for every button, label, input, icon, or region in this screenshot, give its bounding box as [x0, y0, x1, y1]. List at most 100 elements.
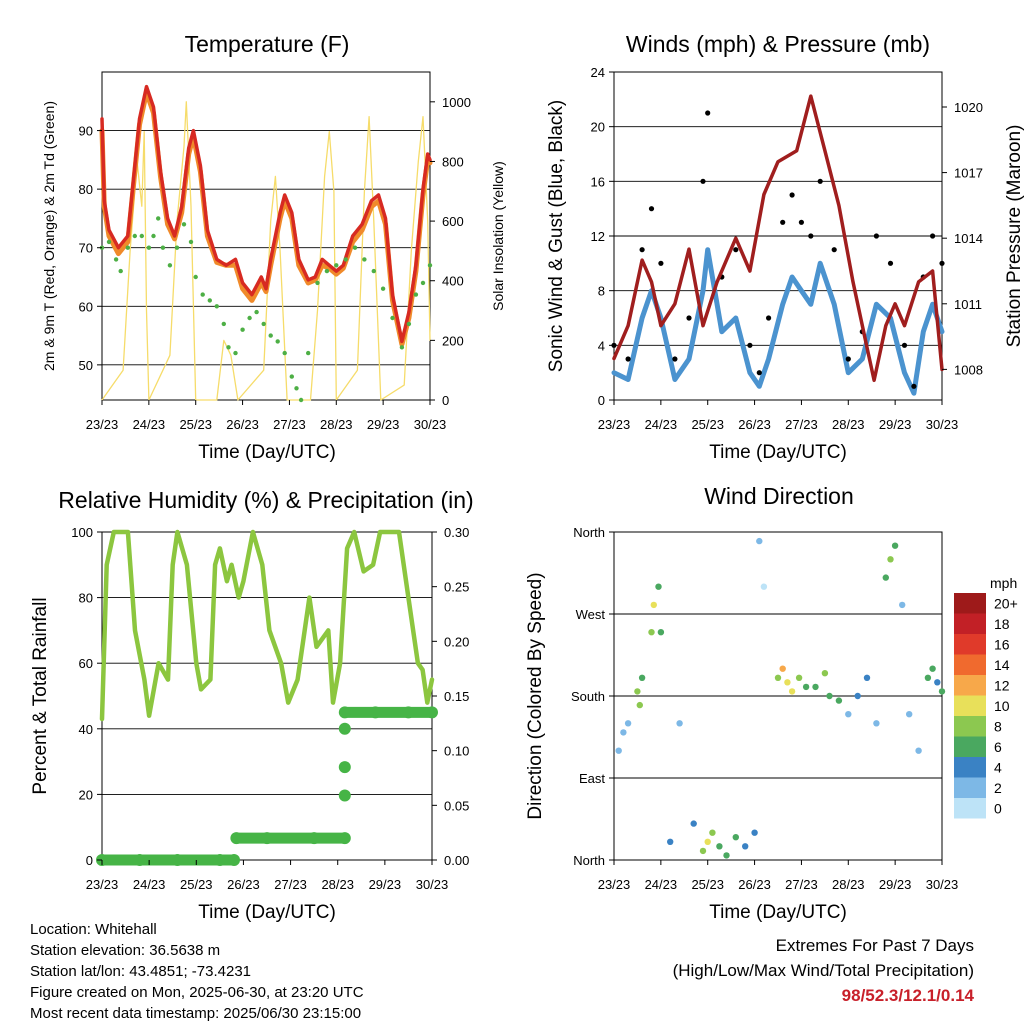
direction-point — [756, 537, 763, 545]
extremes-values: 98/52.3/12.1/0.14 — [841, 986, 974, 1005]
dewpoint-point — [298, 397, 304, 403]
y2-tick-label: 0.20 — [444, 634, 469, 649]
temperature-series — [99, 84, 433, 403]
y-tick-label: 0 — [598, 393, 605, 408]
direction-point — [620, 729, 627, 736]
direction-point — [655, 583, 662, 590]
humidity-left-label: Percent & Total Rainfall — [30, 597, 51, 794]
dewpoint-point — [151, 233, 156, 239]
legend-label: 6 — [994, 739, 1002, 755]
dewpoint-point — [156, 216, 161, 221]
direction-point — [690, 820, 697, 827]
rainfall-point — [228, 854, 240, 866]
legend-swatch — [954, 716, 986, 737]
temp-2m-line — [100, 84, 432, 344]
y2-tick-label: 1020 — [954, 100, 983, 115]
gust-point — [700, 178, 706, 184]
winds-left-ticks: 0 4 8 12 16 20 24 — [591, 65, 614, 408]
legend-label: 10 — [994, 698, 1010, 714]
x-tick-label: 28/23 — [320, 417, 353, 432]
y-tick-label: 16 — [591, 174, 605, 189]
x-tick-label: 30/23 — [926, 417, 959, 432]
gust-point — [780, 219, 786, 225]
x-tick-label: 23/23 — [86, 417, 119, 432]
dewpoint-point — [413, 292, 419, 297]
dewpoint-point — [371, 268, 376, 274]
direction-point — [716, 843, 723, 850]
dewpoint-point — [118, 268, 123, 274]
x-tick-label: 27/23 — [785, 877, 818, 892]
direction-point — [795, 674, 803, 681]
rainfall-point — [338, 789, 351, 802]
gust-point — [911, 383, 917, 389]
extremes-subtitle: (High/Low/Max Wind/Total Precipitation) — [672, 961, 974, 980]
dewpoint-point — [427, 263, 433, 268]
gust-point — [798, 219, 805, 225]
y-tick-label: 70 — [79, 241, 93, 256]
y-tick-label: 20 — [591, 120, 605, 135]
x-tick-label: 24/23 — [645, 877, 678, 892]
gust-point — [672, 356, 678, 362]
direction-point — [704, 838, 711, 845]
y2-tick-label: 800 — [442, 154, 464, 169]
temperature-right-ticks: 0 200 400 600 800 1000 — [430, 95, 471, 408]
direction-point — [723, 852, 730, 859]
winds-right-ticks: 1008 1011 1014 1017 1020 — [942, 100, 983, 377]
direction-point — [636, 701, 643, 709]
legend-swatch — [954, 634, 986, 655]
legend-swatch — [954, 798, 986, 819]
legend-label: 8 — [994, 718, 1002, 734]
temperature-x-ticks: 23/23 24/23 25/23 26/23 27/23 28/23 29/23 30/23 — [86, 400, 447, 432]
direction-point — [863, 674, 871, 681]
y-tick-label: 0 — [86, 853, 93, 868]
x-tick-label: 25/23 — [179, 417, 212, 432]
station-elevation: Station elevation: 36.5638 m — [30, 942, 221, 959]
dewpoint-point — [132, 233, 137, 239]
direction-point — [788, 688, 796, 695]
dewpoint-point — [181, 222, 187, 227]
dewpoint-point — [343, 257, 348, 262]
legend-swatch — [954, 593, 986, 614]
dewpoint-point — [254, 309, 259, 315]
x-tick-label: 25/23 — [691, 877, 724, 892]
x-tick-label: 23/23 — [598, 877, 631, 892]
dewpoint-point — [268, 333, 273, 338]
x-tick-label: 25/23 — [691, 417, 724, 432]
dewpoint-point — [113, 257, 119, 262]
rainfall-point — [230, 832, 243, 845]
gust-point — [733, 247, 739, 253]
direction-point — [634, 688, 641, 695]
dewpoint-point — [306, 350, 311, 356]
dewpoint-point — [420, 280, 426, 286]
humidity-series — [96, 529, 438, 866]
x-tick-label: 30/23 — [414, 417, 447, 432]
y2-tick-label: 1014 — [954, 231, 983, 246]
y2-tick-label: 1008 — [954, 362, 983, 377]
direction-point — [774, 674, 782, 681]
direction-point — [934, 679, 941, 686]
legend-label: 18 — [994, 616, 1010, 632]
direction-x-ticks: 23/23 24/23 25/23 26/23 27/23 28/23 29/23 30/23 — [598, 860, 958, 892]
x-tick-label: 23/23 — [86, 877, 119, 892]
y2-tick-label: 0.15 — [444, 689, 469, 704]
gust-point — [845, 356, 851, 362]
gust-point — [625, 356, 631, 362]
dewpoint-point — [233, 350, 238, 356]
y2-tick-label: 1011 — [954, 297, 982, 312]
dewpoint-point — [240, 327, 245, 332]
dewpoint-point — [399, 345, 405, 350]
direction-point — [615, 747, 622, 754]
direction-x-label: Time (Day/UTC) — [709, 902, 847, 923]
direction-point — [624, 720, 632, 727]
y-tick-label: East — [579, 771, 605, 786]
winds-left-label: Sonic Wind & Gust (Blue, Black) — [546, 100, 567, 372]
gust-point — [831, 247, 837, 253]
dewpoint-point — [146, 245, 152, 250]
temperature-right-label: Solar Insolation (Yellow) — [490, 161, 506, 311]
x-tick-label: 28/23 — [832, 877, 865, 892]
legend-label: 20+ — [994, 595, 1018, 611]
winds-series — [611, 94, 945, 396]
legend-title: mph — [990, 575, 1017, 591]
direction-point — [845, 711, 852, 718]
y-tick-label: West — [576, 607, 606, 622]
